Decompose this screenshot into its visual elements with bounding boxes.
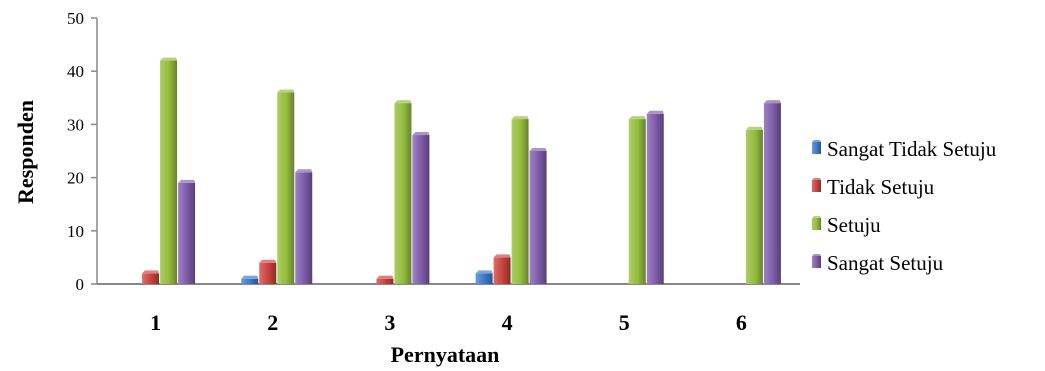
bar-top bbox=[493, 254, 511, 258]
legend-label: Setuju bbox=[827, 213, 881, 237]
y-tick-label: 10 bbox=[67, 222, 84, 241]
legend-label: Sangat Tidak Setuju bbox=[827, 137, 997, 161]
legend-label: Tidak Setuju bbox=[827, 175, 935, 199]
x-axis: 1 2 3 4 5 6 bbox=[97, 283, 800, 335]
bar bbox=[763, 103, 781, 285]
bar-top bbox=[376, 275, 394, 279]
y-tick-label: 40 bbox=[67, 62, 84, 81]
x-tick-label: 3 bbox=[384, 310, 395, 335]
bar-top bbox=[160, 57, 178, 61]
legend-swatch bbox=[812, 180, 821, 192]
bar-top bbox=[475, 270, 493, 274]
bar bbox=[142, 273, 160, 284]
bar bbox=[259, 262, 277, 284]
bar-top bbox=[259, 259, 277, 263]
bar bbox=[511, 119, 529, 284]
y-tick-label: 20 bbox=[67, 169, 84, 188]
x-tick-label: 5 bbox=[619, 310, 630, 335]
bar-top bbox=[295, 169, 313, 173]
bar bbox=[745, 129, 763, 284]
y-axis-title: Responden bbox=[13, 100, 38, 204]
x-tick-label: 6 bbox=[736, 310, 747, 335]
bar bbox=[295, 172, 313, 284]
bar-top bbox=[745, 126, 763, 130]
legend-swatch bbox=[812, 142, 821, 154]
legend-swatch bbox=[812, 256, 821, 268]
bar-top bbox=[511, 116, 529, 120]
bar bbox=[160, 60, 178, 285]
legend-swatch bbox=[812, 218, 821, 230]
bar bbox=[628, 119, 646, 284]
x-axis-title: Pernyataan bbox=[391, 342, 500, 367]
bar bbox=[241, 278, 259, 284]
bars bbox=[142, 57, 781, 285]
bar bbox=[475, 273, 493, 284]
x-tick-label: 4 bbox=[502, 310, 513, 335]
bar-top bbox=[628, 116, 646, 120]
y-tick-label: 30 bbox=[67, 115, 84, 134]
bar bbox=[277, 92, 295, 284]
bar-top bbox=[241, 275, 259, 279]
bar bbox=[394, 103, 412, 285]
legend-swatch-top bbox=[812, 178, 821, 180]
bar-top bbox=[277, 89, 295, 93]
bar bbox=[529, 151, 547, 284]
x-tick-label: 2 bbox=[267, 310, 278, 335]
legend-swatch-top bbox=[812, 140, 821, 142]
x-tick-label: 1 bbox=[150, 310, 161, 335]
legend-label: Sangat Setuju bbox=[827, 251, 944, 275]
y-tick-label: 50 bbox=[67, 9, 84, 28]
bar bbox=[646, 113, 664, 284]
y-axis: 0 10 20 30 40 50 bbox=[67, 9, 98, 294]
bar-top bbox=[178, 179, 196, 183]
bar-top bbox=[529, 148, 547, 151]
bar-top bbox=[412, 132, 430, 136]
legend-swatch-top bbox=[812, 254, 821, 256]
bar-top bbox=[646, 110, 664, 114]
bar bbox=[178, 182, 196, 284]
legend: Sangat Tidak Setuju Tidak Setuju Setuju San… bbox=[812, 137, 997, 275]
bar bbox=[412, 135, 430, 284]
bar bbox=[493, 257, 511, 284]
bar bbox=[376, 278, 394, 284]
legend-swatch-top bbox=[812, 216, 821, 218]
y-tick-label: 0 bbox=[76, 275, 85, 294]
bar-top bbox=[763, 100, 781, 104]
bar-top bbox=[142, 270, 160, 274]
bar-top bbox=[394, 100, 412, 104]
